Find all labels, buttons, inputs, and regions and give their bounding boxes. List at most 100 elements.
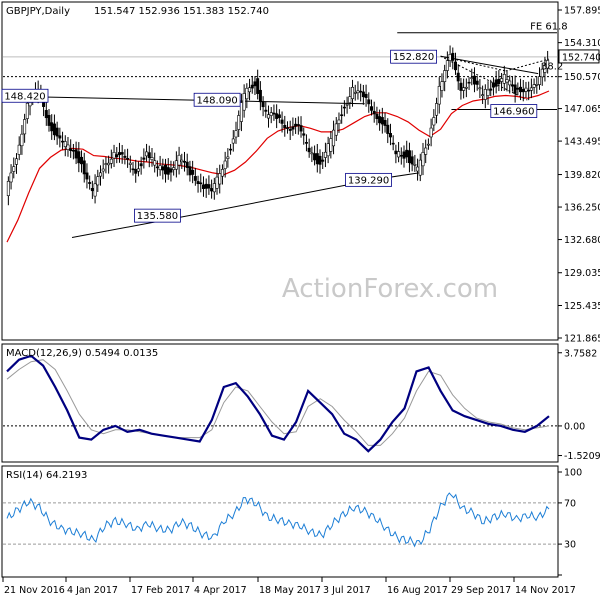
candle-body <box>491 82 495 88</box>
candle-body <box>418 159 422 176</box>
rsi-panel-frame <box>1 465 559 578</box>
price-ohlc: 151.547 152.936 151.383 152.740 <box>94 6 269 17</box>
candle-body <box>494 79 498 87</box>
candle-body <box>153 160 157 166</box>
candle-body <box>315 153 319 165</box>
candle-body <box>516 87 520 90</box>
candle-body <box>361 91 365 98</box>
candle-body <box>342 106 346 109</box>
candle-body <box>14 158 18 165</box>
candle-body <box>535 84 539 86</box>
candle-body <box>467 81 471 84</box>
candle-body <box>383 120 387 126</box>
candle-body <box>356 90 360 94</box>
candle-body <box>275 113 279 119</box>
price-tick-label: 121.865 <box>564 334 600 345</box>
rsi-title: RSI(14) 64.2193 <box>6 470 87 481</box>
candle-body <box>44 110 48 119</box>
candle-body <box>117 152 121 156</box>
candle-body <box>540 68 544 78</box>
candle-body <box>380 117 384 125</box>
candle-body <box>258 89 262 103</box>
x-tick-label: 3 Jul 2017 <box>323 585 371 596</box>
candle-body <box>220 169 224 177</box>
candle-body <box>435 103 439 116</box>
candle-body <box>253 81 257 87</box>
candle-body <box>424 147 428 155</box>
candle-body <box>497 78 501 85</box>
candle-body <box>77 151 81 164</box>
candle-body <box>90 187 94 192</box>
candle-body <box>394 150 398 155</box>
candle-body <box>502 74 506 84</box>
candle-body <box>172 167 176 170</box>
candle-body <box>161 166 165 171</box>
candle-body <box>462 87 466 91</box>
macd-panel-frame <box>1 343 559 463</box>
trendline <box>440 55 539 75</box>
candle-body <box>109 158 113 164</box>
price-tick-label: 157.895 <box>564 6 600 17</box>
candle-body <box>345 103 349 106</box>
candle-body <box>364 93 368 98</box>
candle-body <box>410 156 414 165</box>
candle-body <box>291 126 295 130</box>
price-tick-label: 154.310 <box>564 38 600 49</box>
candle-body <box>296 124 300 126</box>
candle-body <box>52 123 56 136</box>
rsi-tick-label: 70 <box>564 498 576 509</box>
candle-body <box>231 138 235 144</box>
candle-body <box>375 113 379 120</box>
price-layer: 148.420 148.090 135.580 139.290 152.820 146.9… <box>1 22 568 243</box>
candle-body <box>80 156 84 165</box>
candle-body <box>285 127 289 129</box>
candle-body <box>510 84 514 87</box>
candle-body <box>23 119 27 135</box>
candle-body <box>302 133 306 136</box>
level-annotation-label: 38.2 <box>541 61 563 72</box>
candle-body <box>85 172 89 180</box>
candle-body <box>264 109 268 112</box>
rsi-layer <box>6 492 550 548</box>
x-tick-label: 17 Feb 2017 <box>131 585 190 596</box>
candle-body <box>478 87 482 90</box>
candle-body <box>470 77 474 79</box>
candle-body <box>472 75 476 85</box>
price-tick-label: 143.495 <box>564 137 600 148</box>
candle-body <box>429 127 433 138</box>
level-annotation-label: 152.820 <box>393 52 434 63</box>
candle-body <box>546 60 550 69</box>
candle-body <box>329 138 333 152</box>
candle-body <box>107 162 111 166</box>
candle-body <box>437 86 441 105</box>
fib-dashed-line <box>440 55 506 72</box>
rsi-tick-label: 30 <box>564 540 576 551</box>
candle-body <box>199 182 203 185</box>
candle-body <box>513 84 517 94</box>
candle-body <box>532 84 536 88</box>
candle-body <box>183 161 187 163</box>
candle-body <box>340 114 344 117</box>
candle-body <box>112 152 116 159</box>
x-tick-label: 14 Nov 2017 <box>515 585 576 596</box>
macd-tick-label: 3.7582 <box>564 348 597 359</box>
candle-body <box>185 161 189 168</box>
macd-title: MACD(12,26,9) 0.5494 0.0135 <box>6 348 158 359</box>
candle-body <box>96 176 100 186</box>
price-tick-label: 136.250 <box>564 203 600 214</box>
candle-body <box>88 182 92 184</box>
candle-body <box>405 149 409 158</box>
candle-body <box>440 81 444 91</box>
candle-body <box>93 183 97 197</box>
candle-body <box>142 157 146 160</box>
candle-body <box>145 151 149 157</box>
trendline <box>6 95 365 105</box>
candle-body <box>500 78 504 82</box>
candle-body <box>248 87 252 93</box>
candle-body <box>267 114 271 119</box>
candle-body <box>277 114 281 119</box>
price-panel-frame <box>1 1 559 341</box>
candle-body <box>313 153 317 161</box>
candle-body <box>155 166 159 169</box>
